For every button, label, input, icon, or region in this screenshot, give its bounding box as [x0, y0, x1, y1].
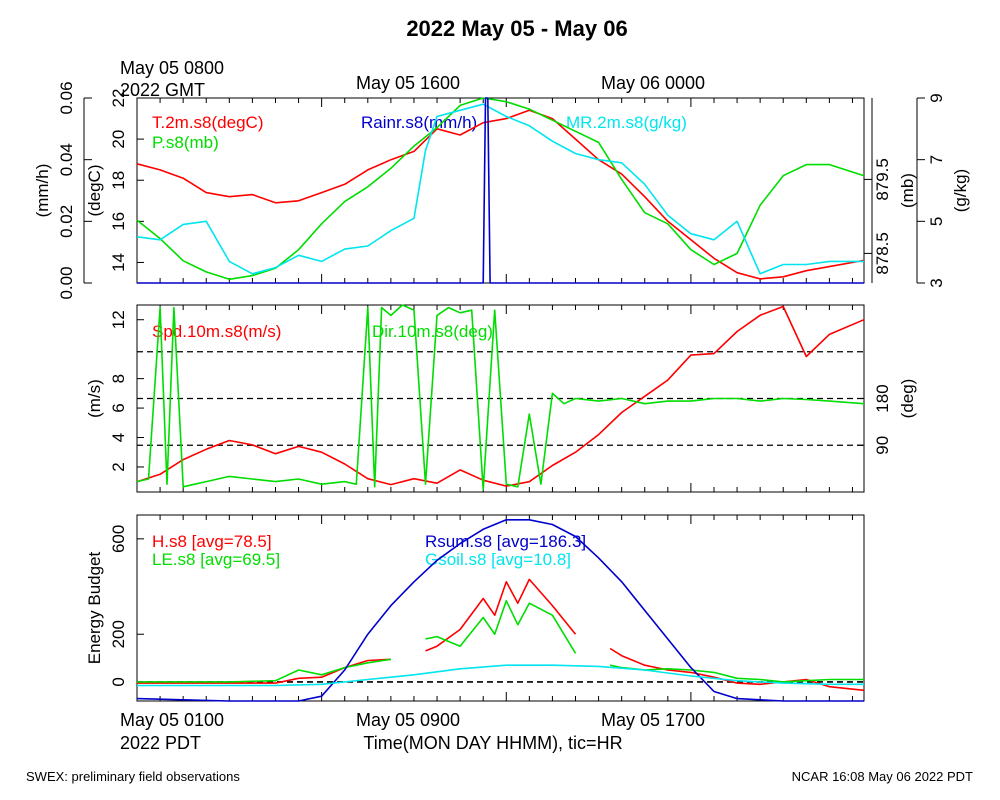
flux-tick-label: 200	[109, 620, 128, 648]
footer-timestamp: NCAR 16:08 May 06 2022 PDT	[792, 769, 973, 784]
legend-wind-direction: Dir.10m.s8(deg)	[372, 322, 493, 341]
series-line-green	[425, 599, 577, 654]
series-line-cyan	[137, 664, 864, 687]
series-line-blue	[136, 518, 864, 702]
legend-pressure: P.s8(mb)	[152, 133, 219, 152]
legend-soil-heat: Gsoil.s8 [avg=10.8]	[425, 550, 571, 569]
flux-axis-title: Energy Budget	[85, 551, 104, 664]
pres-tick-label: 879.5	[873, 158, 892, 201]
legend-temperature: T.2m.s8(degC)	[152, 113, 263, 132]
pres-tick-label: 878.5	[873, 232, 892, 275]
spd-tick-label: 8	[109, 374, 128, 383]
series-line-green	[136, 97, 865, 281]
bottom-axis-label-2: May 05 0900	[356, 710, 460, 730]
series-line-cyan	[136, 103, 864, 275]
mr-tick-label: 3	[927, 278, 946, 287]
legend-latent-heat: LE.s8 [avg=69.5]	[152, 550, 280, 569]
chart-title: 2022 May 05 - May 06	[406, 16, 627, 41]
top-axis-label-3: May 06 0000	[601, 73, 705, 93]
bottom-axis-label-1b: 2022 PDT	[120, 733, 201, 753]
series-line-green	[137, 658, 392, 683]
rain-tick-label: 0.02	[57, 205, 76, 238]
chart-marks: 0.000.020.040.06(mm/h)1416182022(degC)87…	[33, 81, 970, 702]
rain-tick-label: 0.06	[57, 81, 76, 114]
top-axis-label-2: May 05 1600	[356, 73, 460, 93]
series-line-red	[136, 109, 865, 280]
x-axis-title: Time(MON DAY HHMM), tic=HR	[363, 733, 622, 753]
legend-radiation-sum: Rsum.s8 [avg=186.3]	[425, 532, 586, 551]
series-line-blue	[137, 97, 864, 284]
spd-tick-label: 12	[109, 310, 128, 329]
pres-axis-title: (mb)	[898, 173, 917, 208]
flux-tick-label: 600	[109, 525, 128, 553]
footer-note: SWEX: preliminary field observations	[26, 769, 240, 784]
temp-tick-label: 16	[109, 212, 128, 231]
mr-tick-label: 5	[927, 217, 946, 226]
rain-tick-label: 0.00	[57, 266, 76, 299]
series-line-red	[136, 305, 865, 487]
spd-axis-title: (m/s)	[85, 379, 104, 418]
series-line-red	[425, 578, 577, 652]
dir-tick-label: 90	[873, 436, 892, 455]
temp-tick-label: 14	[109, 253, 128, 272]
series-line-red	[137, 658, 391, 684]
mr-tick-label: 9	[927, 93, 946, 102]
rain-axis-title: (mm/h)	[33, 164, 52, 218]
legend-sensible-heat: H.s8 [avg=78.5]	[152, 532, 272, 551]
dir-tick-label: 180	[873, 384, 892, 412]
spd-tick-label: 2	[109, 462, 128, 471]
mr-axis-title: (g/kg)	[951, 169, 970, 212]
panel-energy-frame	[136, 514, 865, 702]
rain-tick-label: 0.04	[57, 143, 76, 176]
legend-wind-speed: Spd.10m.s8(m/s)	[152, 322, 281, 341]
temp-tick-label: 22	[109, 89, 128, 108]
bottom-axis-label-1a: May 05 0100	[120, 710, 224, 730]
top-axis-label-1a: May 05 0800	[120, 58, 224, 78]
dir-axis-title: (deg)	[898, 379, 917, 419]
legend-rain-rate: Rainr.s8(mm/h)	[361, 113, 477, 132]
spd-tick-label: 4	[109, 433, 128, 442]
flux-tick-label: 0	[109, 677, 128, 686]
legend-mixing-ratio: MR.2m.s8(g/kg)	[566, 113, 687, 132]
bottom-axis-label-3: May 05 1700	[601, 710, 705, 730]
series-line-green	[136, 304, 865, 491]
temp-tick-label: 20	[109, 130, 128, 149]
top-axis-label-1b: 2022 GMT	[120, 80, 205, 100]
mr-tick-label: 7	[927, 155, 946, 164]
series-line-green	[609, 664, 864, 683]
temp-axis-title: (degC)	[85, 165, 104, 217]
temp-tick-label: 18	[109, 171, 128, 190]
spd-tick-label: 6	[109, 403, 128, 412]
